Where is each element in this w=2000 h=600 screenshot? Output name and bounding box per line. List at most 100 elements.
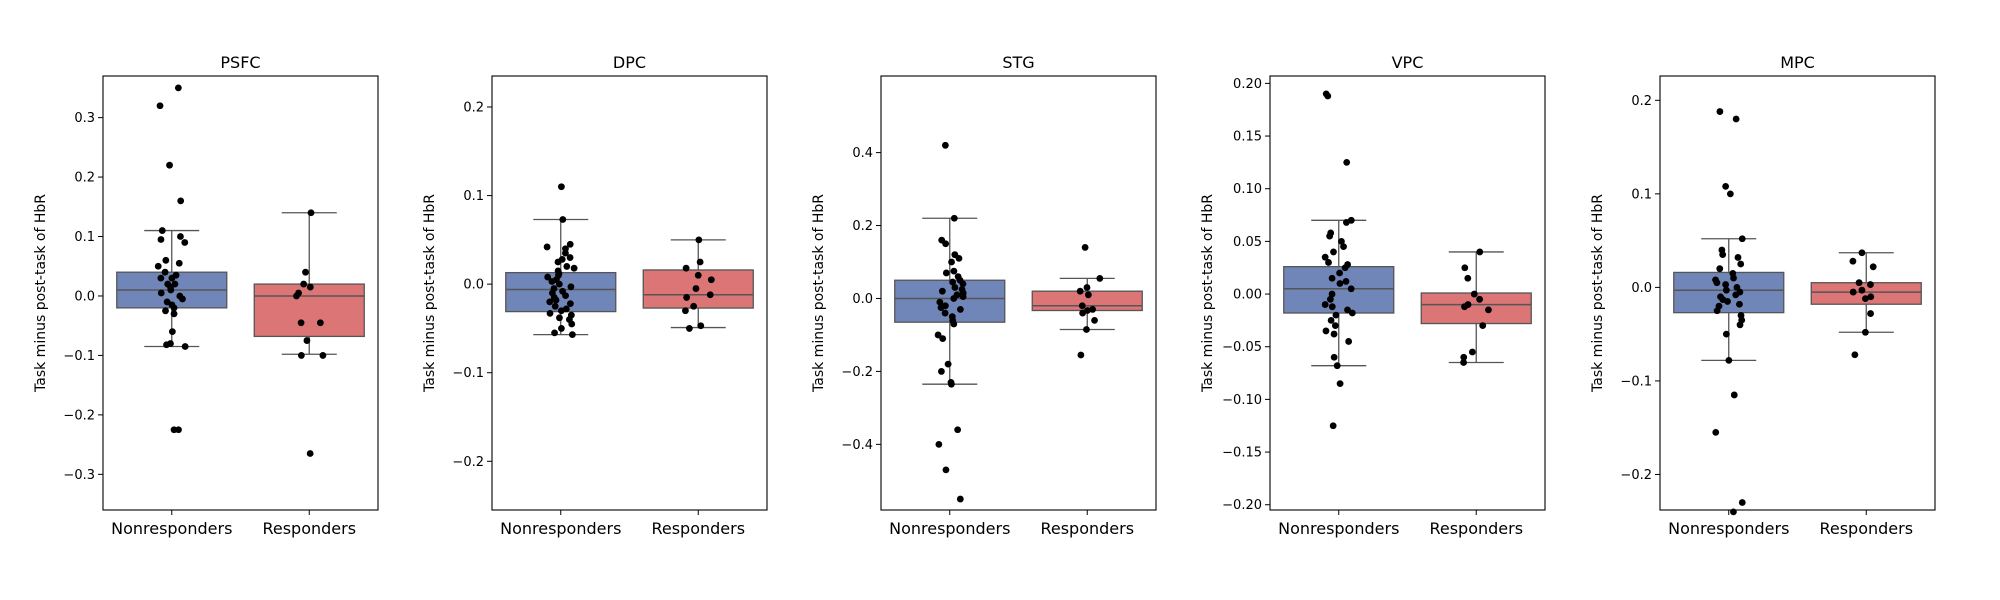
box-responders (1031, 277, 1143, 331)
iqr-box (1420, 292, 1532, 325)
data-point (1858, 286, 1866, 294)
data-point (1722, 281, 1730, 288)
y-axis-label: Task minus post-task of HbR (811, 194, 827, 393)
y-tick-label: 0.00 (1233, 288, 1262, 303)
data-point (293, 292, 300, 300)
x-tick-label: Responders (1040, 519, 1134, 538)
data-point (302, 268, 309, 276)
chart-panel-dpc: DPC Task minus post-task of HbR −0.2 −0.1 0.… (422, 53, 768, 538)
data-point (1722, 182, 1730, 190)
data-point (1468, 348, 1476, 356)
points-nonresponders (154, 84, 189, 434)
data-point (1464, 274, 1472, 282)
data-point (162, 256, 170, 264)
chart-title: MPC (1780, 53, 1815, 72)
data-point (942, 466, 950, 474)
axes-frame (491, 75, 768, 511)
data-point (1331, 322, 1339, 330)
data-point (170, 304, 178, 312)
data-point (949, 278, 957, 286)
data-point (543, 243, 551, 251)
data-point (1083, 326, 1090, 333)
data-point (1322, 327, 1330, 335)
chart-panel-psfc: PSFC Task minus post-task of HbR −0.3 −0.2 −… (33, 53, 379, 538)
points-nonresponders (1712, 108, 1746, 516)
points-responders (1849, 249, 1877, 359)
y-tick-label: 0.15 (1233, 130, 1262, 145)
data-point (1460, 359, 1467, 366)
chart-title: STG (1002, 53, 1034, 72)
data-point (1327, 316, 1335, 324)
data-point (1096, 275, 1104, 282)
data-point (935, 440, 943, 448)
data-point (1336, 280, 1344, 287)
y-axis-label: Task minus post-task of HbR (1200, 194, 1216, 393)
data-point (1869, 263, 1877, 271)
data-point (939, 335, 947, 342)
data-point (1862, 295, 1869, 303)
x-tick-label: Nonresponders (889, 519, 1010, 538)
data-point (1326, 295, 1334, 303)
data-point (566, 254, 574, 261)
data-point (690, 302, 698, 310)
data-point (696, 258, 704, 266)
data-point (941, 141, 949, 149)
data-point (942, 269, 950, 277)
data-point (1325, 259, 1332, 266)
data-point (1716, 265, 1724, 273)
y-tick-label: 0.10 (1233, 182, 1262, 197)
box-responders (642, 239, 754, 329)
x-tick-label: Nonresponders (1668, 519, 1789, 538)
y-tick-label: −0.20 (1222, 498, 1262, 513)
iqr-box (1810, 282, 1922, 305)
data-point (1485, 306, 1492, 314)
data-point (555, 280, 563, 288)
data-point (1736, 321, 1744, 329)
data-point (316, 319, 324, 327)
data-point (548, 278, 556, 285)
data-point (1328, 290, 1336, 298)
iqr-box (253, 283, 365, 338)
data-point (297, 319, 305, 327)
data-point (1089, 306, 1097, 313)
points-responders (1460, 248, 1492, 366)
y-tick-label: −0.4 (841, 438, 873, 453)
data-point (157, 274, 165, 282)
data-point (950, 267, 958, 275)
data-point (1867, 281, 1874, 288)
data-point (682, 264, 690, 272)
data-point (554, 258, 562, 266)
y-tick-label: −0.1 (452, 366, 484, 381)
data-point (1713, 307, 1721, 315)
data-point (694, 271, 702, 279)
data-point (1076, 287, 1084, 295)
data-point (706, 291, 714, 299)
data-point (1333, 362, 1341, 370)
data-point (1347, 285, 1355, 293)
chart-title: DPC (613, 53, 646, 72)
data-point (157, 289, 165, 297)
chart-title: PSFC (220, 53, 260, 72)
x-tick-label: Responders (651, 519, 745, 538)
data-point (692, 285, 700, 292)
data-point (947, 380, 955, 388)
data-point (1345, 338, 1353, 345)
data-point (167, 286, 175, 294)
axes-frame (1659, 75, 1936, 511)
data-point (558, 325, 565, 332)
data-point (162, 307, 169, 315)
y-tick-label: −0.3 (63, 468, 95, 483)
points-nonresponders (543, 183, 578, 339)
data-point (306, 450, 314, 457)
data-point (544, 273, 552, 281)
data-point (1342, 219, 1350, 226)
data-point (158, 227, 166, 234)
data-point (707, 276, 715, 284)
data-point (1321, 301, 1329, 308)
y-axis-label: Task minus post-task of HbR (33, 194, 49, 393)
data-point (1340, 243, 1347, 251)
data-point (307, 209, 315, 217)
data-point (1722, 286, 1730, 294)
data-point (168, 274, 176, 282)
data-point (682, 307, 689, 315)
